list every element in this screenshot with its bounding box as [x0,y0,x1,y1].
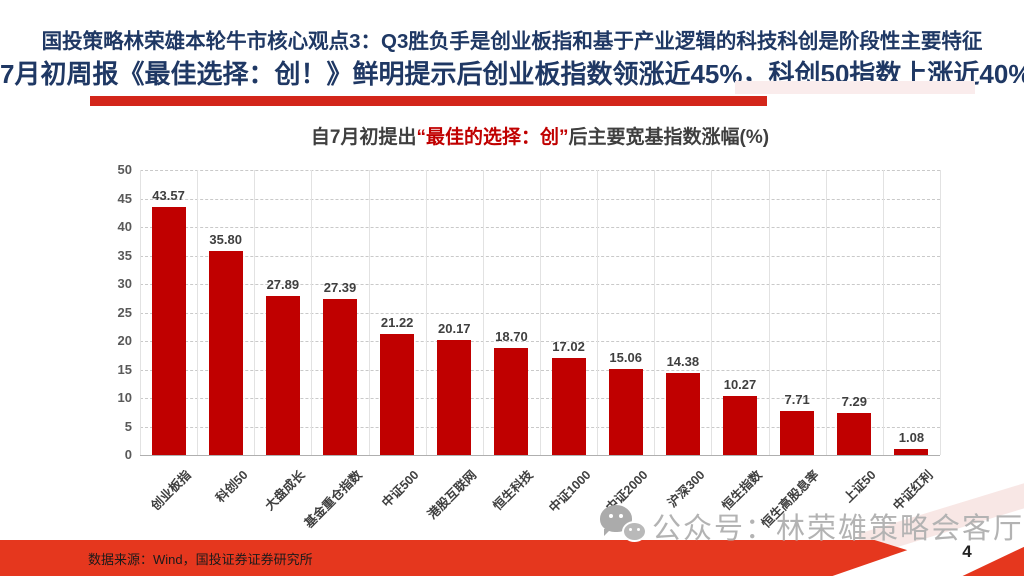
bar [494,348,529,455]
vertical-gridline [540,170,541,455]
bar-value-label: 20.17 [438,321,471,337]
vertical-gridline [940,170,941,455]
wechat-icon [600,503,652,549]
vertical-gridline [197,170,199,455]
vertical-gridline [254,170,256,455]
y-axis-tick: 40 [117,219,132,234]
x-axis-label: 中证500 [379,467,422,511]
y-axis-tick: 5 [124,418,132,434]
bar-value-label: 27.89 [266,277,300,293]
bar [265,296,300,455]
bar-value-label: 21.22 [380,315,414,331]
bar [723,396,757,455]
x-axis-label: 基金重仓指数 [301,467,365,531]
bar [551,357,586,455]
bar [208,250,243,455]
y-axis-tick: 25 [117,304,132,320]
watermark-text: 公众号：林荣雄策略会客厅 [652,513,1024,545]
chart-title-highlight: “最佳的选择：创” [416,127,569,148]
bar [380,334,415,455]
headline-line1: 国投策略林荣雄本轮牛市核心观点3：Q3胜负手是创业板指和基于产业逻辑的科技科创是… [41,30,983,53]
bar [665,373,700,455]
y-axis-tick: 20 [117,333,132,348]
footer-red-band [0,540,908,576]
bar-value-label: 7.29 [841,394,867,410]
bar [437,340,472,455]
x-axis-label: 大盘成长 [262,467,308,514]
y-axis-tick: 45 [117,190,132,206]
y-axis-tick: 0 [124,447,132,462]
y-axis-tick: 50 [117,162,132,177]
headline-underline-bar [90,96,767,106]
data-source-note: 数据来源：Wind，国投证券证券研究所 [88,552,313,567]
x-axis-label: 港股互联网 [424,467,480,522]
bar-value-label: 18.70 [495,329,528,345]
vertical-gridline [654,170,656,455]
bar [894,448,929,455]
x-axis-label: 恒生科技 [490,467,537,514]
x-axis-label: 中证1000 [546,467,594,516]
bar-value-label: 7.71 [784,392,810,408]
y-axis-tick: 35 [117,247,132,263]
x-axis-label: 创业板指 [148,467,194,514]
vertical-gridline [882,170,884,455]
bar-value-label: 15.06 [609,350,642,366]
bar-value-label: 27.39 [323,279,357,295]
x-axis-label: 科创50 [213,467,251,506]
vertical-gridline [140,170,141,455]
decor-pale-strip-top [735,81,975,94]
x-axis-label: 上证50 [841,467,880,506]
bar-value-label: 1.08 [898,429,925,445]
vertical-gridline [768,170,770,455]
bar [837,413,872,455]
bar-value-label: 14.38 [666,354,700,370]
x-axis-line [140,455,940,456]
chart-title-suffix: 后主要宽基指数涨幅(%) [568,127,770,148]
vertical-gridline [825,170,827,455]
y-axis-tick: 10 [117,390,132,405]
bar-value-label: 35.80 [209,231,242,247]
page-number: 4 [962,542,972,561]
bar-value-label: 43.57 [152,187,185,203]
vertical-gridline [368,170,370,455]
bar-value-label: 17.02 [552,338,585,354]
vertical-gridline [597,170,599,455]
bar [151,206,186,455]
vertical-gridline [425,170,427,455]
bar [608,369,643,455]
bar-value-label: 10.27 [723,377,757,393]
chart-title-prefix: 自7月初提出 [310,127,417,148]
bar-chart-plot-area: 0 5 10 15 20 25 30 35 40 45 50 43.57 创业板指 35.80 科创50 27… [118,162,941,531]
vertical-gridline [482,170,484,455]
y-axis-tick: 30 [117,276,132,291]
watermark: 公众号：林荣雄策略会客厅 [600,503,1024,549]
y-axis-tick: 15 [117,361,132,377]
bar [323,298,357,455]
chart-title: 自7月初提出“最佳的选择：创”后主要宽基指数涨幅(%) [140,122,940,149]
vertical-gridline [711,170,713,455]
vertical-gridline [311,170,313,455]
bar [780,411,815,455]
